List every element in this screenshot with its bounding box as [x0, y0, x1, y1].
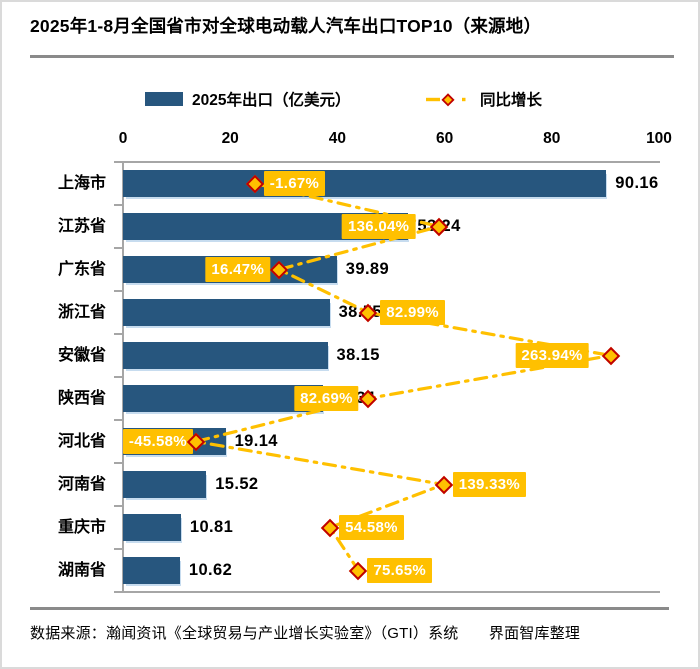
- growth-label: -1.67%: [264, 171, 325, 196]
- x-axis-tick-label: 0: [119, 130, 128, 148]
- category-label: 河北省: [2, 420, 106, 463]
- legend-growth-label: 同比增长: [480, 88, 542, 110]
- category-label: 浙江省: [2, 291, 106, 334]
- growth-label: 75.65%: [367, 558, 432, 583]
- legend-line-diamond-icon: [425, 91, 471, 108]
- x-axis-tick-label: 40: [329, 130, 346, 148]
- growth-label: -45.58%: [123, 429, 193, 454]
- footer-divider: [30, 607, 669, 610]
- growth-label: 136.04%: [342, 214, 415, 239]
- x-axis-tick-label: 100: [646, 130, 672, 148]
- legend-item-growth: 同比增长: [425, 88, 542, 110]
- chart-card: 2025年1-8月全国省市对全球电动载人汽车出口TOP10（来源地） 2025年…: [0, 0, 700, 669]
- legend-bar-swatch: [145, 92, 183, 106]
- growth-label: 82.99%: [380, 300, 445, 325]
- growth-label: 16.47%: [205, 257, 270, 282]
- growth-label: 263.94%: [515, 343, 588, 368]
- legend-item-export: 2025年出口（亿美元）: [145, 88, 350, 110]
- category-label: 湖南省: [2, 549, 106, 592]
- x-axis-tick-label: 60: [436, 130, 453, 148]
- category-label: 上海市: [2, 162, 106, 205]
- footer-source-text: 数据来源：瀚闻资讯《全球贸易与产业增长实验室》（GTI）系统 界面智库整理: [30, 622, 580, 643]
- chart-title: 2025年1-8月全国省市对全球电动载人汽车出口TOP10（来源地）: [30, 13, 541, 38]
- legend-export-label: 2025年出口（亿美元）: [192, 88, 350, 110]
- growth-label: 82.69%: [294, 386, 359, 411]
- category-label: 河南省: [2, 463, 106, 506]
- category-label: 重庆市: [2, 506, 106, 549]
- title-divider: [30, 55, 674, 58]
- category-label: 陕西省: [2, 377, 106, 420]
- growth-label: 54.58%: [339, 515, 404, 540]
- x-axis-tick-label: 80: [543, 130, 560, 148]
- category-label: 安徽省: [2, 334, 106, 377]
- x-axis-tick-label: 20: [222, 130, 239, 148]
- category-label: 广东省: [2, 248, 106, 291]
- growth-label: 139.33%: [453, 472, 526, 497]
- category-label: 江苏省: [2, 205, 106, 248]
